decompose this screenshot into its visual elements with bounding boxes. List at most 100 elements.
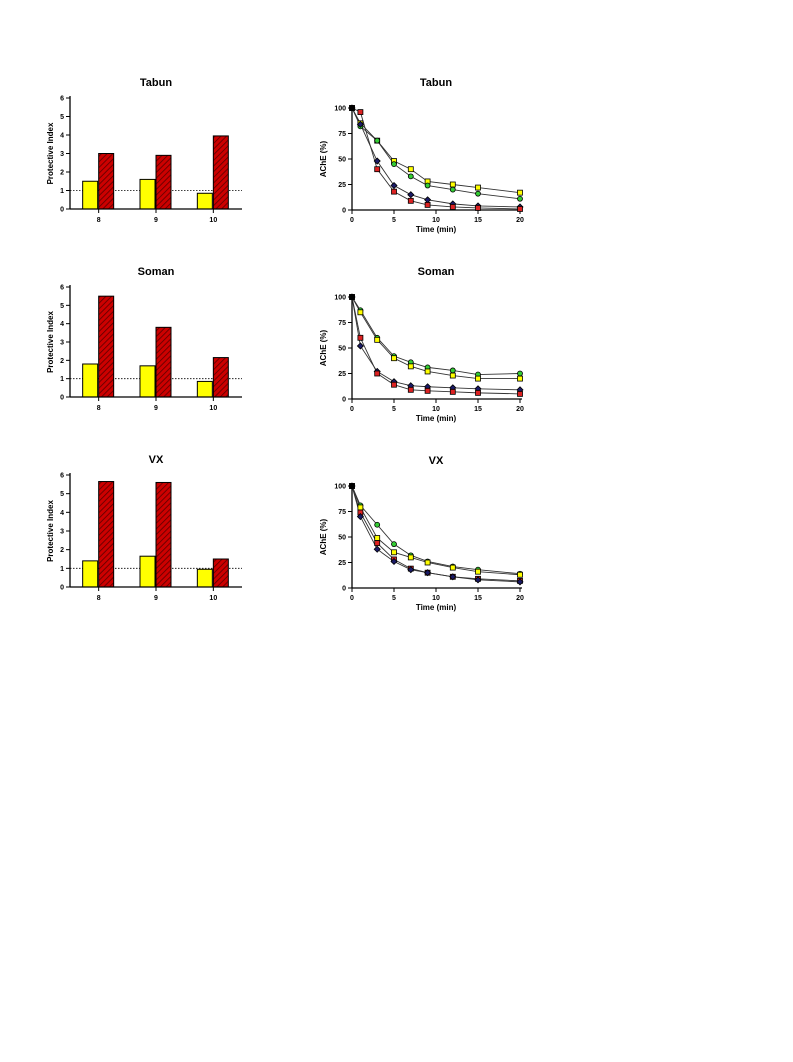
y-axis-label: Protective Index xyxy=(46,500,55,562)
data-point xyxy=(424,196,432,204)
chart-title: VX xyxy=(149,454,164,466)
data-point xyxy=(391,381,397,388)
y-tick-label: 0 xyxy=(60,395,64,402)
data-point xyxy=(373,545,381,553)
chart-title: Tabun xyxy=(420,77,452,89)
data-point xyxy=(391,549,397,556)
x-tick-label: 10 xyxy=(432,217,440,224)
x-tick-label: 20 xyxy=(516,406,524,413)
chart-title: Tabun xyxy=(140,77,172,89)
data-point xyxy=(516,578,524,586)
bar-8-series-2 xyxy=(98,153,115,210)
data-point xyxy=(424,559,431,566)
series-markers-1 xyxy=(349,105,523,196)
y-tick-label: 0 xyxy=(60,585,64,592)
x-tick-label: 5 xyxy=(392,595,396,602)
bar-9-series-1 xyxy=(139,555,156,588)
data-point xyxy=(390,181,398,190)
data-point xyxy=(374,370,381,377)
y-tick-label: 1 xyxy=(60,566,64,573)
data-point xyxy=(374,336,381,343)
data-point xyxy=(475,184,481,191)
bar-10-series-1 xyxy=(196,380,213,398)
data-point xyxy=(391,161,397,168)
x-axis-label: Time (min) xyxy=(416,225,457,234)
x-tick-label: 10 xyxy=(209,217,217,224)
data-point xyxy=(449,181,456,188)
line-chart-vx: VX 0 25 50 75 100 AChE (%) 0 5 10 15 20 Time (min) xyxy=(319,455,524,612)
x-tick-label: 8 xyxy=(97,405,101,412)
data-point xyxy=(475,568,481,575)
x-tick-label: 0 xyxy=(350,595,354,602)
series-line-3 xyxy=(351,485,521,582)
bar-9-series-2 xyxy=(155,481,172,588)
y-axis-label: AChE (%) xyxy=(319,140,328,177)
data-point xyxy=(449,367,456,374)
data-point xyxy=(517,206,523,212)
x-tick-label: 10 xyxy=(432,406,440,413)
chart-title: Soman xyxy=(418,266,455,278)
data-point xyxy=(517,370,523,377)
y-tick-label: 6 xyxy=(60,96,64,103)
data-point xyxy=(407,566,415,574)
data-point xyxy=(357,109,364,115)
x-tick-label: 9 xyxy=(154,595,158,602)
y-tick-label: 3 xyxy=(60,340,64,347)
data-point xyxy=(449,573,457,581)
y-tick-label: 0 xyxy=(342,586,346,593)
y-tick-label: 25 xyxy=(338,371,346,378)
y-tick-label: 50 xyxy=(338,535,346,542)
data-point xyxy=(407,554,414,561)
data-point xyxy=(449,388,456,395)
x-tick-label: 0 xyxy=(350,217,354,224)
y-tick-label: 100 xyxy=(334,106,346,113)
data-point xyxy=(449,372,456,379)
data-point xyxy=(407,166,414,173)
y-tick-label: 6 xyxy=(60,285,64,292)
x-tick-label: 15 xyxy=(474,217,482,224)
data-point xyxy=(391,541,397,548)
data-point xyxy=(517,571,523,578)
y-tick-label: 5 xyxy=(60,114,64,121)
data-point xyxy=(424,387,431,394)
series-line-4 xyxy=(351,485,521,583)
y-tick-label: 75 xyxy=(338,131,346,138)
data-point xyxy=(374,166,381,173)
y-tick-label: 50 xyxy=(338,346,346,353)
data-point xyxy=(517,195,523,202)
data-point xyxy=(449,186,456,193)
origin-point xyxy=(349,483,355,489)
chart-title: Soman xyxy=(138,266,175,278)
y-axis-label: Protective Index xyxy=(46,122,55,184)
data-point xyxy=(424,368,431,375)
x-tick-label: 15 xyxy=(474,406,482,413)
y-tick-label: 4 xyxy=(60,133,64,140)
y-tick-label: 3 xyxy=(60,529,64,536)
bar-8-series-2 xyxy=(98,481,115,588)
data-point xyxy=(475,389,481,396)
data-point xyxy=(356,342,364,350)
series-line-4 xyxy=(351,296,521,395)
data-point xyxy=(517,375,523,382)
bar-chart-tabun: Tabun 0 1 2 3 4 5 6 Protective Index 8 9 10 xyxy=(46,77,242,224)
x-tick-label: 20 xyxy=(516,217,524,224)
bar-9-series-2 xyxy=(155,154,172,210)
series-line-2 xyxy=(351,485,521,576)
y-tick-label: 100 xyxy=(334,484,346,491)
y-axis-label: AChE (%) xyxy=(319,329,328,366)
x-tick-label: 9 xyxy=(154,405,158,412)
x-tick-label: 5 xyxy=(392,406,396,413)
data-point xyxy=(357,504,364,511)
bar-9-series-1 xyxy=(139,365,156,398)
y-tick-label: 0 xyxy=(342,397,346,404)
x-tick-label: 10 xyxy=(209,595,217,602)
line-chart-soman: Soman 0 25 50 75 100 AChE (%) 0 5 10 15 20 Time (min… xyxy=(319,266,524,423)
x-axis-label: Time (min) xyxy=(416,414,457,423)
series-markers-4 xyxy=(349,294,523,397)
data-point xyxy=(424,201,431,208)
chart-title: VX xyxy=(429,455,444,467)
series-line-3 xyxy=(351,107,521,208)
data-point xyxy=(357,334,364,341)
x-axis-label: Time (min) xyxy=(416,603,457,612)
